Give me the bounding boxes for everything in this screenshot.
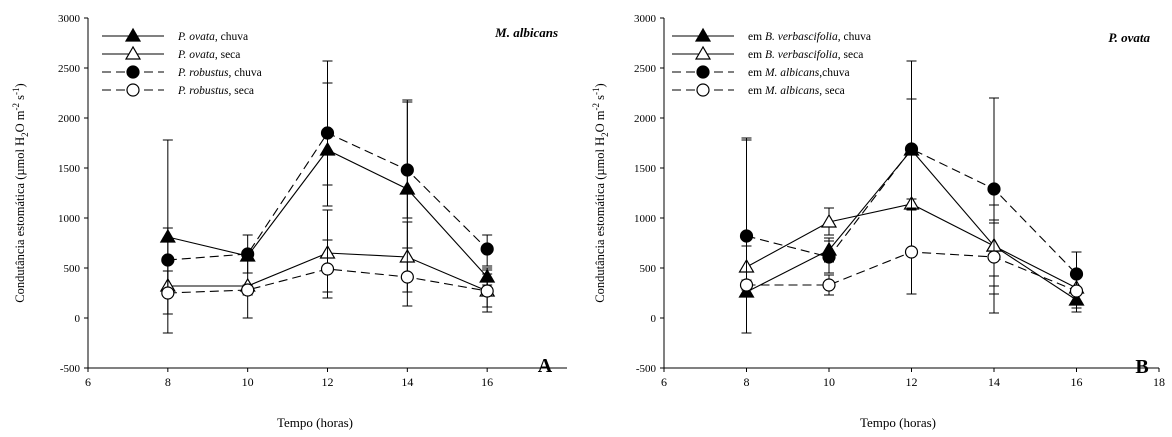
x-tick-label: 10 bbox=[823, 375, 835, 389]
data-point bbox=[822, 278, 836, 292]
legend-marker bbox=[124, 27, 142, 42]
data-point bbox=[241, 247, 255, 261]
series-4 bbox=[739, 209, 1084, 309]
x-tick-label: 8 bbox=[165, 375, 171, 389]
data-point bbox=[739, 278, 754, 292]
x-tick-label: 16 bbox=[1071, 375, 1083, 389]
y-tick-label: 2500 bbox=[58, 63, 81, 75]
legend-marker bbox=[696, 65, 710, 79]
x-tick-label: 14 bbox=[988, 375, 1000, 389]
y-tick-label: 2000 bbox=[634, 113, 657, 125]
x-tick-label: 8 bbox=[744, 375, 750, 389]
x-tick-label: 6 bbox=[85, 375, 91, 389]
data-point bbox=[739, 229, 754, 243]
legend-marker bbox=[696, 83, 710, 97]
legend-label: em M. albicans,chuva bbox=[748, 67, 850, 79]
legend-label: em B. verbascifolia, seca bbox=[748, 49, 863, 61]
legend-marker bbox=[126, 83, 140, 97]
legend-entry: em M. albicans, seca bbox=[672, 83, 845, 97]
y-tick-label: 3000 bbox=[58, 13, 81, 25]
x-tick-label: 14 bbox=[401, 375, 413, 389]
legend-entry: em B. verbascifolia, seca bbox=[672, 45, 863, 61]
legend-entry: P. robustus, seca bbox=[102, 83, 254, 97]
x-tick-label: 12 bbox=[906, 375, 918, 389]
data-point bbox=[400, 163, 414, 177]
chart-panel-a: -500 0 500 1000 1500 2000 2500 3000 6 8 10 12 14 16 Te… bbox=[11, 13, 567, 430]
data-point bbox=[161, 253, 175, 267]
data-point bbox=[320, 262, 335, 276]
series-4 bbox=[161, 239, 494, 315]
y-tick-label: 1500 bbox=[58, 163, 81, 175]
data-point bbox=[904, 245, 919, 259]
x-tick-label: 16 bbox=[481, 375, 493, 389]
legend-entry: em M. albicans,chuva bbox=[672, 65, 850, 79]
legend-entry: P. ovata, seca bbox=[102, 45, 240, 61]
x-tick-label: 10 bbox=[242, 375, 254, 389]
legend-entry: P. robustus, chuva bbox=[102, 65, 262, 79]
legend-entry: em B. verbascifolia, chuva bbox=[672, 27, 871, 43]
y-axis-label: Condutância estomática (µmol H2O m-2 s-1… bbox=[591, 83, 610, 302]
data-point bbox=[480, 284, 494, 298]
legend-label: em B. verbascifolia, chuva bbox=[748, 31, 871, 43]
y-tick-label: 1500 bbox=[634, 163, 657, 175]
legend-label: em M. albicans, seca bbox=[748, 85, 845, 97]
legend-marker bbox=[694, 45, 712, 60]
y-axis-label: Condutância estomática (µmol H2O m-2 s-1… bbox=[11, 83, 30, 302]
y-tick-label: 500 bbox=[64, 263, 81, 275]
legend-entry: P. ovata, chuva bbox=[102, 27, 248, 43]
y-tick-label: 2500 bbox=[634, 63, 657, 75]
data-point bbox=[480, 242, 494, 256]
y-tick-label: 2000 bbox=[58, 113, 81, 125]
y-tick-label: 3000 bbox=[634, 13, 657, 25]
data-point bbox=[820, 213, 838, 228]
panel-title: M. albicans bbox=[494, 25, 558, 40]
legend-label: P. ovata, seca bbox=[177, 49, 240, 61]
x-axis-label: Tempo (horas) bbox=[860, 415, 936, 430]
data-point bbox=[1069, 284, 1084, 298]
y-tick-label: 0 bbox=[651, 313, 657, 325]
y-tick-label: 1000 bbox=[634, 213, 657, 225]
x-axis-label: Tempo (horas) bbox=[277, 415, 353, 430]
y-tick-label: -500 bbox=[636, 363, 657, 375]
data-point bbox=[987, 250, 1001, 264]
legend-marker bbox=[694, 27, 712, 42]
panel-title: P. ovata bbox=[1108, 30, 1150, 45]
y-tick-label: 500 bbox=[640, 263, 657, 275]
series-line bbox=[746, 148, 1077, 275]
panel-letter: A bbox=[538, 355, 553, 377]
legend-label: P. ovata, chuva bbox=[177, 31, 248, 43]
data-point bbox=[987, 182, 1001, 196]
legend-marker bbox=[126, 65, 140, 79]
legend-label: P. robustus, seca bbox=[177, 85, 254, 97]
x-tick-label: 18 bbox=[1153, 375, 1165, 389]
legend-marker bbox=[124, 45, 142, 60]
data-point bbox=[241, 283, 255, 297]
y-tick-label: -500 bbox=[60, 363, 81, 375]
x-tick-label: 6 bbox=[661, 375, 667, 389]
y-tick-label: 0 bbox=[75, 313, 81, 325]
data-point bbox=[320, 126, 335, 140]
data-point bbox=[822, 250, 836, 264]
panel-letter: B bbox=[1135, 356, 1148, 378]
data-point bbox=[161, 286, 175, 300]
x-tick-label: 12 bbox=[322, 375, 334, 389]
y-tick-label: 1000 bbox=[58, 213, 81, 225]
data-point bbox=[904, 142, 919, 156]
data-point bbox=[400, 270, 414, 284]
legend-label: P. robustus, chuva bbox=[177, 67, 262, 79]
chart-panel-b: -500 0 500 1000 1500 2000 2500 3000 6 8 10 12 14 16 18… bbox=[591, 13, 1165, 430]
